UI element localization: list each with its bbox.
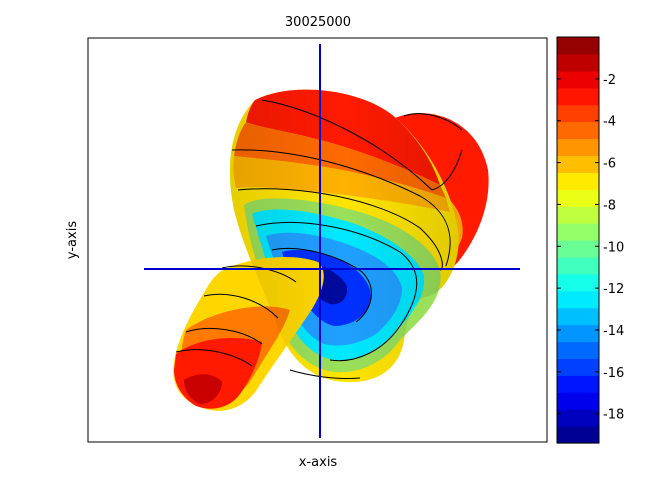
colorbar-segment: [557, 189, 599, 207]
contour-line: [203, 293, 279, 319]
colorbar-ticks: -2 -4 -6 -8 -10 -12 -14 -16 -18: [557, 73, 624, 423]
colorbar-segment: [557, 358, 599, 376]
contour-line: [255, 221, 417, 362]
colorbar-tick-label: -12: [603, 282, 624, 297]
colorbar-tick-label: -14: [603, 324, 624, 339]
contour-line: [403, 113, 463, 131]
contour-line: [431, 149, 463, 191]
colorbar-segment: [557, 409, 599, 427]
colorbar-segment: [557, 307, 599, 326]
colorbar-tick-label: -6: [603, 157, 616, 172]
colorbar-segment: [557, 392, 599, 410]
colorbar-segment: [557, 172, 599, 190]
colorbar-tick-label: -8: [603, 198, 616, 213]
colorbar-tick-label: -18: [603, 408, 624, 423]
chart-title: 30025000: [285, 15, 351, 30]
contour-line: [231, 149, 451, 267]
colorbar: -2 -4 -6 -8 -10 -12 -14 -16 -18: [556, 36, 624, 444]
contour-line: [185, 327, 263, 345]
colorbar-segment: [557, 155, 599, 173]
colorbar-segment: [557, 138, 599, 157]
surface-shading: [229, 89, 459, 383]
colorbar-segment: [557, 223, 599, 241]
colorbar-tick-label: -10: [603, 240, 624, 255]
colorbar-segment: [557, 341, 599, 360]
colorbar-segment: [557, 290, 599, 309]
colorbar-frame: [556, 36, 600, 444]
colorbar-segment: [557, 426, 599, 444]
colorbar-segment: [557, 375, 599, 393]
colorbar-tick-label: -2: [603, 73, 616, 88]
colorbar-segment: [557, 240, 599, 258]
surface-plot: [144, 44, 520, 438]
colorbar-segment: [557, 37, 599, 55]
contour-line: [289, 369, 361, 379]
colorbar-tick-label: -16: [603, 366, 624, 381]
y-axis-label: y-axis: [65, 221, 80, 259]
contour-line: [237, 188, 443, 271]
contour-line: [261, 99, 433, 191]
colorbar-tick-label: -4: [603, 115, 616, 130]
contour-line: [175, 349, 253, 367]
colorbar-segment: [557, 70, 599, 89]
surface-handle-tip-deep: [184, 374, 222, 404]
contour-line: [271, 247, 372, 323]
contour-lines: [175, 99, 463, 379]
colorbar-segment: [557, 121, 599, 140]
x-axis-label: x-axis: [299, 455, 338, 470]
colorbar-segments: [557, 37, 599, 444]
colorbar-segment: [557, 256, 599, 275]
colorbar-segment: [557, 324, 599, 343]
colorbar-segment: [557, 273, 599, 292]
colorbar-segment: [557, 53, 599, 72]
colorbar-segment: [557, 104, 599, 123]
colorbar-segment: [557, 87, 599, 106]
colorbar-segment: [557, 206, 599, 224]
